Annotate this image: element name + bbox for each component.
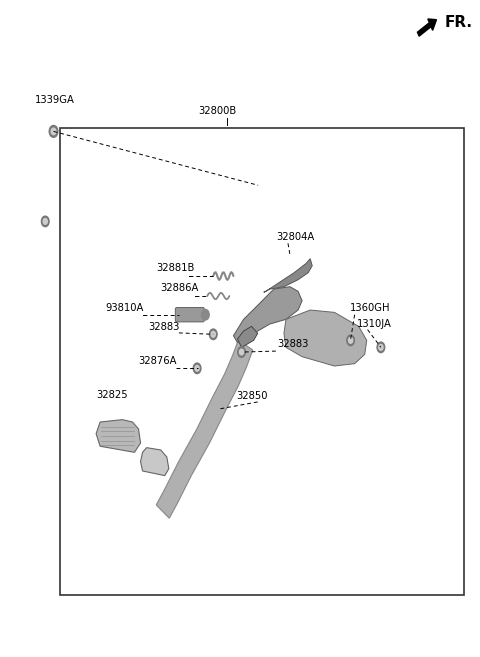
- Polygon shape: [156, 340, 253, 518]
- Circle shape: [195, 365, 199, 371]
- Polygon shape: [264, 259, 312, 292]
- Text: 32825: 32825: [96, 390, 128, 399]
- Circle shape: [377, 342, 384, 353]
- Circle shape: [347, 335, 354, 346]
- Text: 32876A: 32876A: [139, 356, 177, 366]
- Text: 32881B: 32881B: [156, 263, 194, 273]
- Circle shape: [49, 125, 58, 137]
- FancyBboxPatch shape: [175, 307, 204, 322]
- Text: FR.: FR.: [444, 16, 473, 30]
- Bar: [60, 128, 464, 595]
- Text: 32886A: 32886A: [161, 283, 199, 293]
- Circle shape: [193, 363, 201, 374]
- Polygon shape: [141, 447, 169, 476]
- Circle shape: [348, 338, 353, 343]
- Circle shape: [209, 329, 217, 340]
- Polygon shape: [238, 327, 258, 348]
- Circle shape: [379, 344, 383, 350]
- Text: 32883: 32883: [277, 339, 309, 349]
- Text: 1310JA: 1310JA: [357, 319, 392, 328]
- Polygon shape: [284, 310, 367, 366]
- Text: 32850: 32850: [237, 391, 268, 401]
- Circle shape: [211, 331, 216, 337]
- Text: 1360GH: 1360GH: [350, 303, 390, 313]
- Text: 1339GA: 1339GA: [35, 95, 74, 105]
- Polygon shape: [233, 286, 302, 343]
- Circle shape: [51, 128, 56, 135]
- Text: 32800B: 32800B: [198, 106, 237, 116]
- Text: 93810A: 93810A: [105, 303, 144, 313]
- Circle shape: [238, 347, 245, 357]
- Text: 32883: 32883: [149, 322, 180, 332]
- Text: 32804A: 32804A: [276, 233, 314, 242]
- Polygon shape: [96, 420, 141, 452]
- Circle shape: [240, 349, 244, 355]
- FancyArrow shape: [418, 19, 436, 36]
- Circle shape: [202, 309, 209, 320]
- Circle shape: [43, 219, 48, 224]
- Circle shape: [41, 216, 49, 227]
